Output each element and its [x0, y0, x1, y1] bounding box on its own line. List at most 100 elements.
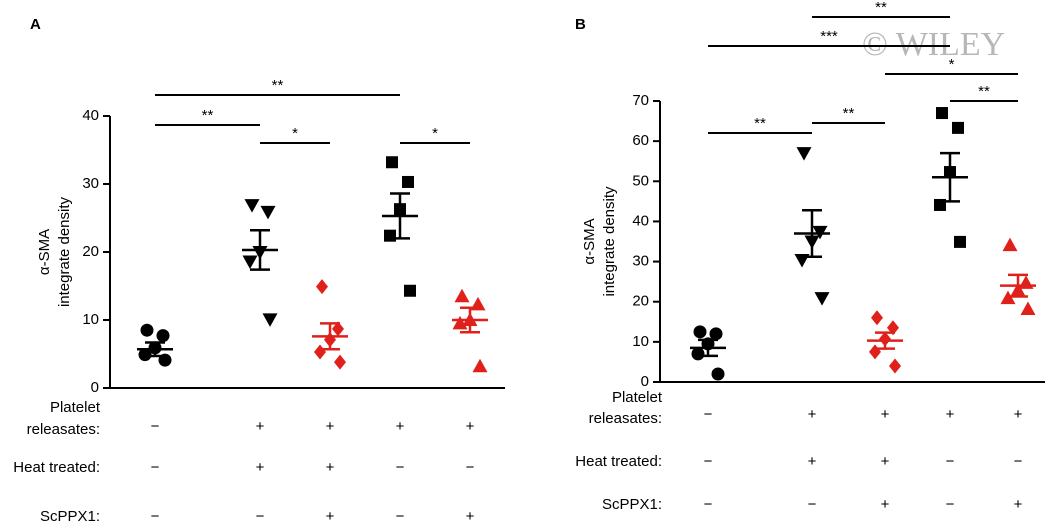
data-point — [454, 288, 470, 303]
data-point — [452, 315, 468, 330]
condition-sign: − — [396, 508, 405, 525]
data-point — [138, 348, 152, 362]
data-point — [260, 205, 276, 220]
significance-label: ** — [843, 105, 855, 122]
panel-label: A — [30, 16, 41, 33]
condition-label: Heat treated: — [13, 459, 100, 476]
data-point — [314, 344, 326, 360]
data-point — [691, 347, 705, 361]
y-axis-label: α-SMA — [581, 218, 598, 264]
significance-label: ** — [754, 115, 766, 132]
condition-sign: + — [808, 406, 817, 423]
condition-sign: + — [881, 406, 890, 423]
data-point — [709, 327, 723, 341]
y-tick-label: 20 — [632, 293, 649, 310]
data-point — [1002, 237, 1018, 252]
y-tick-label: 10 — [82, 311, 99, 328]
condition-label: ScPPX1: — [40, 508, 100, 525]
condition-sign: − — [396, 459, 405, 476]
condition-sign: + — [396, 418, 405, 435]
condition-label: Heat treated: — [575, 453, 662, 470]
data-point — [262, 313, 278, 327]
significance-label: ** — [272, 77, 284, 94]
data-point — [334, 354, 346, 370]
y-tick-label: 70 — [632, 92, 649, 109]
y-tick-label: 30 — [82, 175, 99, 192]
data-point — [156, 329, 170, 343]
y-tick-label: 20 — [82, 243, 99, 260]
condition-sign: − — [466, 459, 475, 476]
condition-label: ScPPX1: — [602, 496, 662, 513]
data-point — [952, 121, 964, 134]
data-point — [871, 310, 883, 326]
data-point — [814, 292, 830, 306]
condition-sign: − — [151, 418, 160, 435]
significance-label: ** — [875, 0, 887, 16]
y-tick-label: 0 — [641, 373, 649, 390]
data-point — [402, 175, 414, 188]
condition-sign: + — [1014, 496, 1023, 513]
data-point — [244, 199, 260, 213]
data-point — [954, 235, 966, 248]
data-point — [936, 107, 948, 120]
significance-label: ** — [202, 107, 214, 124]
condition-label: Platelet — [50, 399, 101, 416]
data-point — [869, 344, 881, 360]
condition-sign: + — [881, 453, 890, 470]
condition-sign: + — [808, 453, 817, 470]
data-point — [1020, 301, 1036, 315]
condition-sign: − — [704, 406, 713, 423]
condition-sign: + — [326, 459, 335, 476]
condition-sign: + — [326, 418, 335, 435]
condition-sign: − — [808, 496, 817, 513]
condition-sign: + — [466, 418, 475, 435]
y-tick-label: 60 — [632, 132, 649, 149]
condition-sign: − — [256, 508, 265, 525]
y-axis-label: α-SMA — [36, 229, 53, 275]
condition-label: releasates: — [27, 421, 100, 438]
data-point — [384, 229, 396, 242]
condition-sign: − — [704, 453, 713, 470]
data-point — [316, 279, 328, 295]
condition-sign: + — [1014, 406, 1023, 423]
y-tick-label: 30 — [632, 253, 649, 270]
significance-label: * — [292, 125, 298, 142]
data-point — [472, 358, 488, 373]
condition-sign: + — [256, 459, 265, 476]
data-point — [140, 323, 154, 337]
data-point — [404, 284, 416, 297]
condition-sign: + — [881, 496, 890, 513]
y-tick-label: 40 — [82, 107, 99, 124]
condition-label: releasates: — [589, 410, 662, 427]
data-point — [332, 321, 344, 337]
y-tick-label: 10 — [632, 333, 649, 350]
condition-sign: + — [946, 406, 955, 423]
condition-sign: − — [946, 453, 955, 470]
watermark: © WILEY — [862, 26, 1005, 63]
y-axis-label: integrate density — [56, 196, 73, 307]
significance-label: *** — [820, 28, 838, 45]
condition-sign: − — [704, 496, 713, 513]
condition-sign: − — [1014, 453, 1023, 470]
data-point — [711, 367, 725, 381]
significance-label: * — [432, 125, 438, 142]
data-point — [242, 255, 258, 270]
condition-sign: − — [946, 496, 955, 513]
y-tick-label: 0 — [91, 379, 99, 396]
significance-label: * — [949, 56, 955, 73]
y-tick-label: 50 — [632, 172, 649, 189]
condition-label: Platelet — [612, 389, 663, 406]
data-point — [693, 325, 707, 339]
condition-sign: + — [466, 508, 475, 525]
y-axis-label: integrate density — [601, 186, 618, 297]
data-point — [889, 358, 901, 374]
data-point — [386, 156, 398, 169]
condition-sign: − — [151, 459, 160, 476]
condition-sign: + — [326, 508, 335, 525]
condition-sign: + — [256, 418, 265, 435]
condition-sign: − — [151, 508, 160, 525]
panel-label: B — [575, 16, 586, 33]
y-tick-label: 40 — [632, 212, 649, 229]
data-point — [796, 147, 812, 161]
